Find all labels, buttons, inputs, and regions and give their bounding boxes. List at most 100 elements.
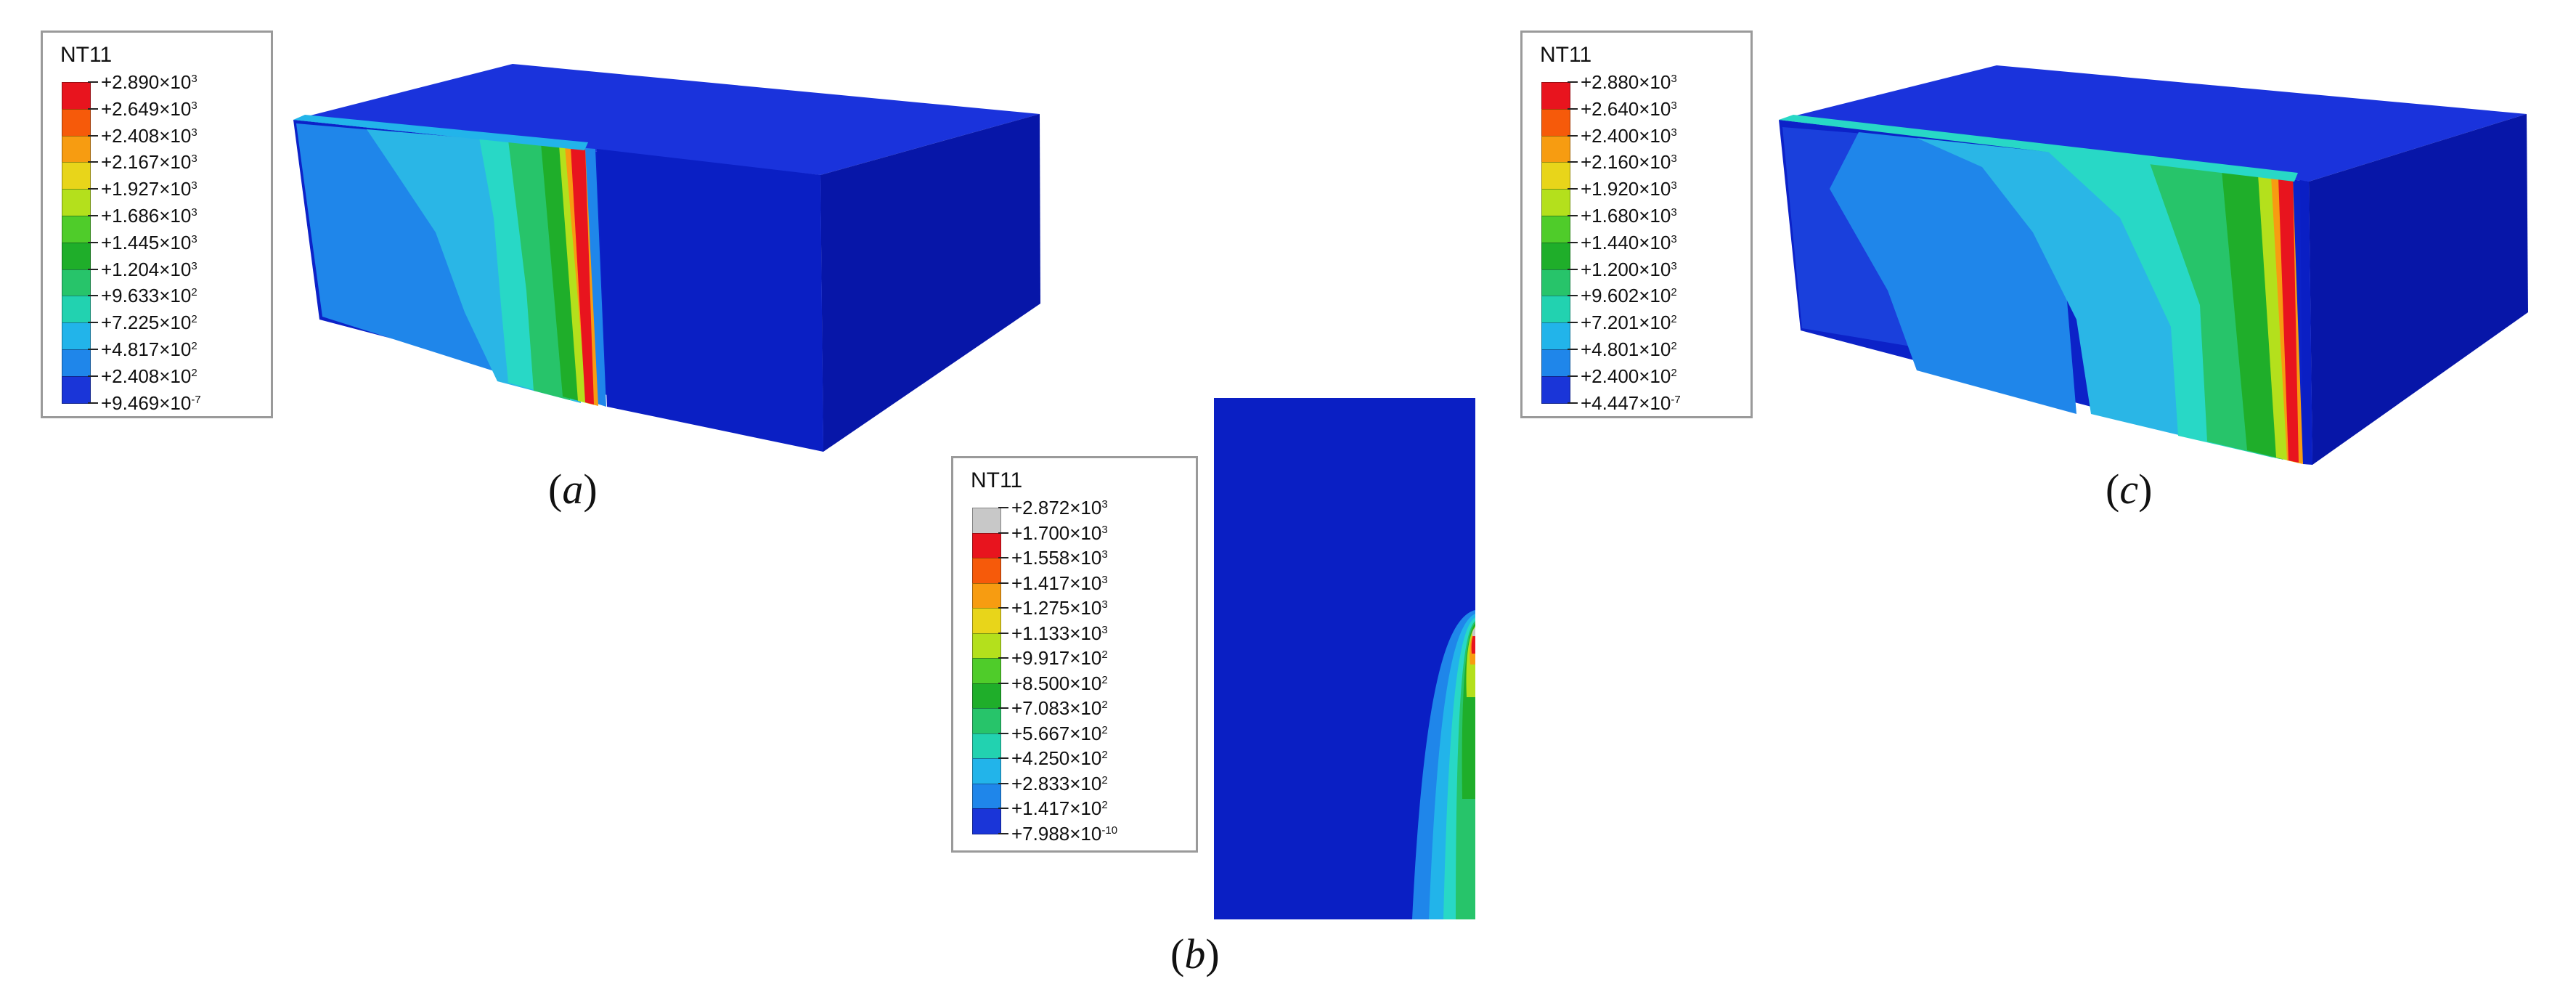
legend-value-exponent: 2 xyxy=(1101,673,1108,686)
legend-value-exponent: 2 xyxy=(1101,699,1108,711)
legend-c-value: +1.440×103 xyxy=(1581,233,1677,252)
legend-c-swatch xyxy=(1541,216,1570,243)
legend-a-value: +1.686×103 xyxy=(101,206,197,225)
legend-value-exponent: 2 xyxy=(1101,723,1108,736)
legend-b-title: NT11 xyxy=(971,468,1023,492)
legend-value-exponent: 2 xyxy=(191,366,197,379)
legend-b-value: +1.275×103 xyxy=(1011,598,1108,617)
legend-a-swatch xyxy=(62,296,91,324)
legend-b-swatch xyxy=(972,582,1001,609)
legend-b-swatch xyxy=(972,532,1001,558)
legend-c-tick xyxy=(1568,268,1578,270)
legend-c-value: +2.400×102 xyxy=(1581,367,1677,386)
legend-b-value: +1.417×102 xyxy=(1011,799,1108,818)
legend-c: NT11 +2.880×103 +2.640×103 +2.400×103 +2.16… xyxy=(1520,31,1753,418)
legend-value-mantissa: +7.201×10 xyxy=(1581,312,1671,334)
legend-value-exponent: 3 xyxy=(191,153,197,166)
legend-c-swatch xyxy=(1541,82,1570,110)
model-a-band-red xyxy=(571,147,594,405)
legend-value-mantissa: +1.920×10 xyxy=(1581,178,1671,200)
legend-a-swatch xyxy=(62,135,91,163)
legend-value-mantissa: +1.204×10 xyxy=(101,258,192,280)
legend-b-tick xyxy=(998,607,1008,609)
legend-b-value: +2.872×103 xyxy=(1011,498,1108,517)
legend-value-mantissa: +7.988×10 xyxy=(1011,822,1102,845)
legend-b-tick xyxy=(998,582,1008,584)
caption-b: (b) xyxy=(1170,930,1220,977)
legend-value-exponent: 2 xyxy=(1671,366,1677,379)
legend-a-value: +7.225×102 xyxy=(101,313,197,332)
legend-b-value: +7.988×10-10 xyxy=(1011,824,1117,843)
model-c-front-cold xyxy=(2300,180,2312,465)
legend-value-exponent: 3 xyxy=(1671,259,1677,272)
legend-value-exponent: 3 xyxy=(1101,598,1108,611)
legend-value-exponent: 3 xyxy=(1101,523,1108,536)
legend-b-swatch xyxy=(972,508,1001,534)
legend-a-value: +9.633×102 xyxy=(101,286,197,305)
legend-value-exponent: 3 xyxy=(191,259,197,272)
legend-c-value: +1.680×103 xyxy=(1581,206,1677,225)
legend-value-exponent: 3 xyxy=(1101,498,1108,511)
legend-value-exponent: 3 xyxy=(191,73,197,85)
model-c-top-strip xyxy=(1779,115,2298,182)
legend-value-mantissa: +2.408×10 xyxy=(101,124,192,147)
legend-value-mantissa: +7.225×10 xyxy=(101,312,192,334)
legend-c-value: +2.880×103 xyxy=(1581,73,1677,92)
model-a-front-cold xyxy=(597,149,823,452)
legend-value-exponent: -10 xyxy=(1101,824,1118,837)
legend-value-exponent: 3 xyxy=(191,99,197,112)
legend-value-exponent: 2 xyxy=(1101,799,1108,811)
legend-value-mantissa: +2.649×10 xyxy=(101,97,192,120)
legend-value-exponent: 3 xyxy=(1101,573,1108,586)
legend-value-mantissa: +1.558×10 xyxy=(1011,547,1102,569)
legend-b-value: +1.417×103 xyxy=(1011,574,1108,593)
legend-c-value: +2.400×103 xyxy=(1581,126,1677,145)
legend-value-exponent: 3 xyxy=(1671,232,1677,245)
legend-c-title: NT11 xyxy=(1540,43,1592,67)
legend-value-exponent: 2 xyxy=(191,313,197,326)
legend-c-tick xyxy=(1568,295,1578,297)
legend-b-value: +1.133×103 xyxy=(1011,624,1108,643)
legend-a-value: +9.469×10-7 xyxy=(101,394,201,412)
legend-value-exponent: 3 xyxy=(1671,179,1677,192)
legend-b-tick xyxy=(998,507,1008,508)
legend-c-swatch xyxy=(1541,162,1570,190)
legend-a-title: NT11 xyxy=(60,43,113,67)
legend-value-exponent: -7 xyxy=(1671,393,1681,406)
legend-c-tick xyxy=(1568,161,1578,163)
legend-a-swatch xyxy=(62,375,91,404)
legend-value-exponent: 3 xyxy=(191,232,197,245)
legend-c-swatch xyxy=(1541,349,1570,377)
legend-a-swatch xyxy=(62,162,91,190)
legend-value-mantissa: +4.447×10 xyxy=(1581,391,1671,414)
legend-b-tick xyxy=(998,707,1008,709)
legend-c-swatch xyxy=(1541,242,1570,270)
legend-c-tick xyxy=(1568,375,1578,377)
legend-value-mantissa: +1.686×10 xyxy=(101,205,192,227)
legend-a-tick xyxy=(88,215,98,216)
legend-value-exponent: 2 xyxy=(1101,649,1108,661)
legend-b-swatch xyxy=(972,658,1001,684)
legend-value-mantissa: +2.880×10 xyxy=(1581,71,1671,93)
legend-a-value: +1.445×103 xyxy=(101,233,197,252)
legend-b-swatch xyxy=(972,758,1001,784)
legend-value-mantissa: +2.890×10 xyxy=(101,71,192,93)
legend-b: NT11 +2.872×103 +1.700×103 +1.558×103 +1.41… xyxy=(951,456,1198,853)
legend-value-exponent: 2 xyxy=(1671,340,1677,352)
legend-value-exponent: 2 xyxy=(191,286,197,299)
model-a-top-strip xyxy=(293,115,588,150)
legend-a-value: +4.817×102 xyxy=(101,340,197,359)
legend-value-mantissa: +9.633×10 xyxy=(101,285,192,307)
legend-c-value: +7.201×102 xyxy=(1581,313,1677,332)
legend-a-tick xyxy=(88,268,98,270)
legend-b-tick xyxy=(998,782,1008,784)
legend-b-value: +1.700×103 xyxy=(1011,524,1108,542)
legend-b-swatch xyxy=(972,708,1001,734)
legend-value-exponent: 2 xyxy=(1671,286,1677,299)
legend-a-tick xyxy=(88,161,98,163)
legend-c-value: +2.640×103 xyxy=(1581,99,1677,118)
legend-c-tick xyxy=(1568,81,1578,83)
